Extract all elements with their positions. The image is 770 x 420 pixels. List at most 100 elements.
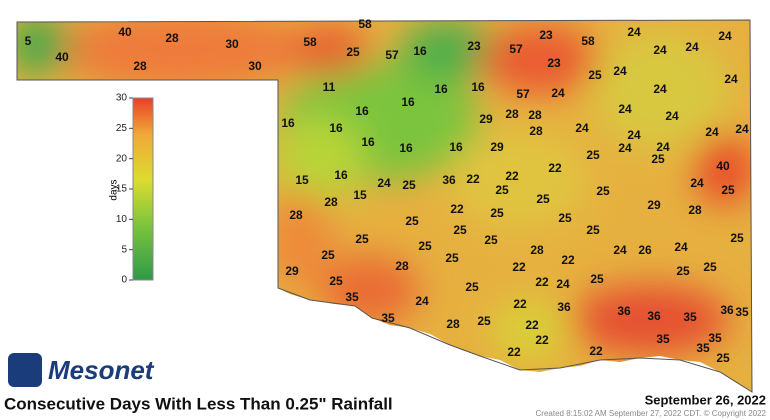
station-value: 36 xyxy=(557,300,571,314)
station-value: 24 xyxy=(613,243,627,257)
station-value: 36 xyxy=(647,309,661,323)
station-value: 35 xyxy=(683,310,697,324)
station-value: 25 xyxy=(453,223,467,237)
station-value: 24 xyxy=(665,109,679,123)
station-value: 22 xyxy=(507,345,521,359)
station-value: 35 xyxy=(708,331,722,345)
station-value: 40 xyxy=(55,50,69,64)
station-value: 22 xyxy=(512,260,526,274)
station-value: 28 xyxy=(528,108,542,122)
station-value: 29 xyxy=(490,140,504,154)
station-value: 25 xyxy=(558,211,572,225)
station-value: 24 xyxy=(618,141,632,155)
station-value: 22 xyxy=(505,169,519,183)
station-value: 16 xyxy=(361,135,375,149)
station-value: 25 xyxy=(703,260,717,274)
station-value: 11 xyxy=(323,80,336,94)
station-value: 25 xyxy=(730,231,744,245)
station-value: 28 xyxy=(529,124,543,138)
station-value: 28 xyxy=(324,195,338,209)
station-value: 25 xyxy=(465,280,479,294)
station-value: 25 xyxy=(490,206,504,220)
station-value: 16 xyxy=(329,121,343,135)
station-value: 16 xyxy=(355,104,369,118)
station-value: 35 xyxy=(735,305,749,319)
station-value: 16 xyxy=(401,95,415,109)
date: September 26, 2022 xyxy=(645,392,766,407)
legend-tick-label: 30 xyxy=(116,93,128,104)
station-value: 25 xyxy=(590,272,604,286)
station-value: 16 xyxy=(413,44,427,58)
station-value: 24 xyxy=(377,176,391,190)
station-value: 28 xyxy=(530,243,544,257)
station-value: 24 xyxy=(705,125,719,139)
station-value: 25 xyxy=(586,148,600,162)
station-value: 58 xyxy=(581,34,595,48)
station-value: 57 xyxy=(385,48,399,62)
logo-text: Mesonet xyxy=(48,355,155,385)
station-value: 28 xyxy=(688,203,702,217)
station-value: 24 xyxy=(653,82,667,96)
station-value: 25 xyxy=(676,264,690,278)
station-value: 24 xyxy=(415,294,429,308)
station-value: 58 xyxy=(358,17,372,31)
legend-tick-label: 10 xyxy=(116,214,128,225)
station-value: 22 xyxy=(561,253,575,267)
logo: Mesonet xyxy=(8,353,155,387)
station-value: 28 xyxy=(133,59,147,73)
station-value: 25 xyxy=(321,248,335,262)
station-value: 25 xyxy=(721,183,735,197)
station-value: 24 xyxy=(627,128,641,142)
station-value: 24 xyxy=(613,64,627,78)
station-value: 35 xyxy=(696,341,710,355)
station-value: 35 xyxy=(381,311,395,325)
station-value: 23 xyxy=(539,28,553,42)
station-value: 22 xyxy=(589,344,603,358)
station-value: 22 xyxy=(535,333,549,347)
station-value: 22 xyxy=(513,297,527,311)
station-value: 30 xyxy=(225,37,239,51)
legend-tick-label: 0 xyxy=(121,275,127,286)
station-value: 24 xyxy=(653,43,667,57)
station-value: 26 xyxy=(638,243,652,257)
station-value: 24 xyxy=(735,122,749,136)
station-value: 22 xyxy=(450,202,464,216)
station-value: 24 xyxy=(618,102,632,116)
legend-tick-label: 20 xyxy=(116,153,128,164)
station-value: 36 xyxy=(720,303,734,317)
station-value: 29 xyxy=(285,264,299,278)
station-value: 28 xyxy=(165,31,179,45)
station-value: 25 xyxy=(495,183,509,197)
station-value: 24 xyxy=(575,121,589,135)
credit: Created 8:15:02 AM September 27, 2022 CD… xyxy=(536,409,767,418)
station-value: 36 xyxy=(617,304,631,318)
legend-label: days xyxy=(109,179,120,200)
station-value: 25 xyxy=(402,178,416,192)
station-value: 58 xyxy=(303,35,317,49)
station-value: 16 xyxy=(434,82,448,96)
station-value: 25 xyxy=(346,45,360,59)
station-value: 25 xyxy=(536,192,550,206)
station-value: 40 xyxy=(118,25,132,39)
station-value: 28 xyxy=(505,107,519,121)
station-value: 29 xyxy=(647,198,661,212)
legend-tick-label: 15 xyxy=(116,184,128,195)
station-value: 24 xyxy=(724,72,738,86)
station-value: 28 xyxy=(446,317,460,331)
station-value: 25 xyxy=(588,68,602,82)
station-value: 57 xyxy=(509,42,523,56)
station-value: 25 xyxy=(586,223,600,237)
legend-tick-label: 25 xyxy=(116,123,128,134)
station-value: 24 xyxy=(674,240,688,254)
station-value: 25 xyxy=(477,314,491,328)
station-value: 25 xyxy=(651,152,665,166)
station-value: 24 xyxy=(627,25,641,39)
station-value: 22 xyxy=(548,161,562,175)
station-value: 57 xyxy=(516,87,530,101)
title: Consecutive Days With Less Than 0.25" Ra… xyxy=(4,394,393,413)
station-value: 25 xyxy=(596,184,610,198)
station-value: 24 xyxy=(685,40,699,54)
station-value: 28 xyxy=(395,259,409,273)
color-bar xyxy=(132,97,154,281)
